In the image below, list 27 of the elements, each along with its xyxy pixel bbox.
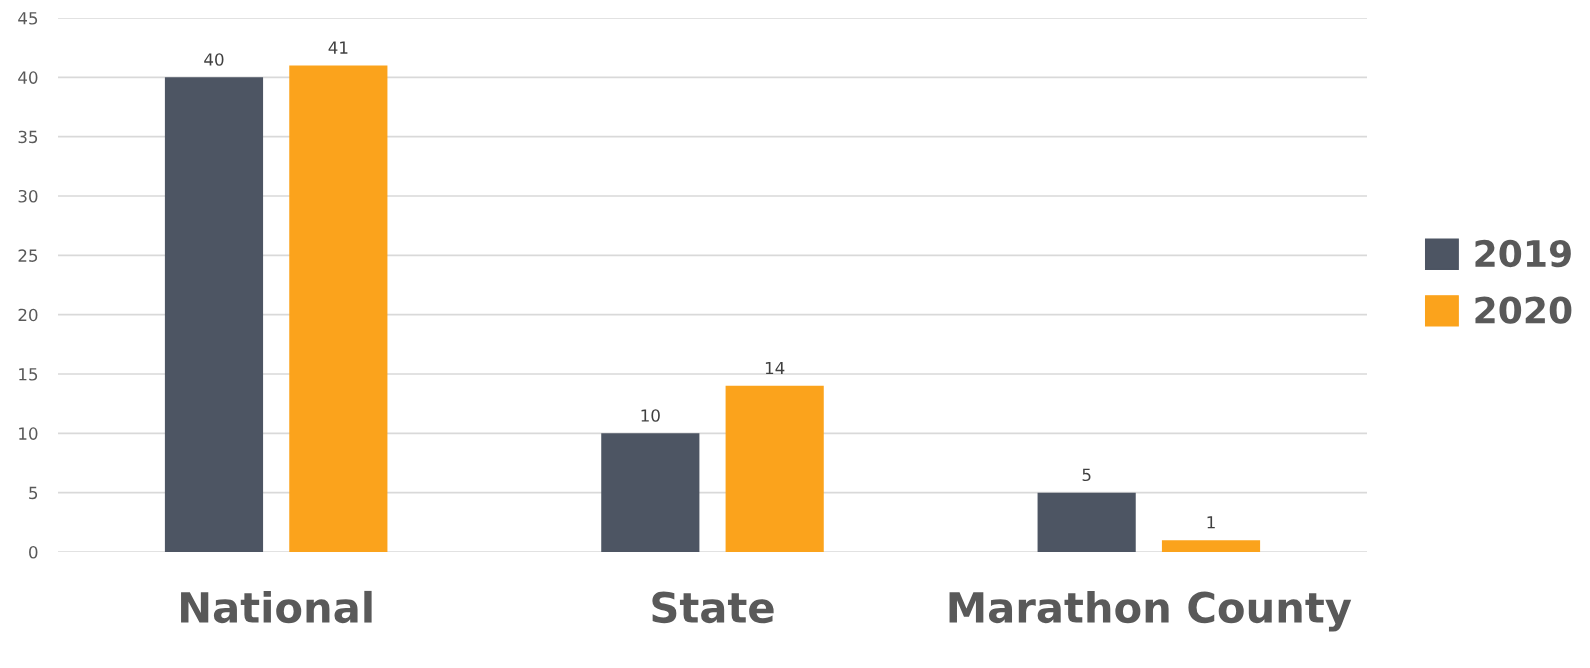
bar bbox=[164, 77, 264, 552]
bar bbox=[1161, 540, 1261, 552]
data-label: 14 bbox=[765, 361, 785, 375]
data-label: 40 bbox=[204, 53, 224, 66]
bar bbox=[601, 433, 700, 552]
y-tick-label: 15 bbox=[19, 368, 38, 381]
data-label: 1 bbox=[1207, 516, 1215, 529]
bar bbox=[1037, 492, 1136, 552]
legend-label: 2019 bbox=[1475, 239, 1571, 268]
y-tick-label: 5 bbox=[29, 486, 38, 500]
data-label: 10 bbox=[641, 409, 660, 422]
y-tick-label: 20 bbox=[18, 308, 38, 322]
y-tick-label: 40 bbox=[18, 71, 38, 84]
bar bbox=[289, 65, 388, 552]
y-tick-label: 30 bbox=[18, 189, 38, 203]
x-tick-label: Marathon County bbox=[949, 590, 1352, 632]
y-tick-label: 35 bbox=[18, 130, 38, 144]
y-tick-label: 10 bbox=[19, 427, 38, 440]
x-tick-label: State bbox=[652, 591, 774, 624]
data-label: 41 bbox=[328, 41, 348, 54]
y-tick-label: 45 bbox=[18, 12, 38, 25]
legend-label: 2020 bbox=[1475, 296, 1572, 324]
x-tick-label: National bbox=[181, 590, 372, 624]
data-label: 5 bbox=[1082, 468, 1091, 482]
y-tick-label: 0 bbox=[29, 545, 38, 559]
bar bbox=[725, 385, 824, 552]
y-tick-label: 25 bbox=[18, 249, 38, 262]
